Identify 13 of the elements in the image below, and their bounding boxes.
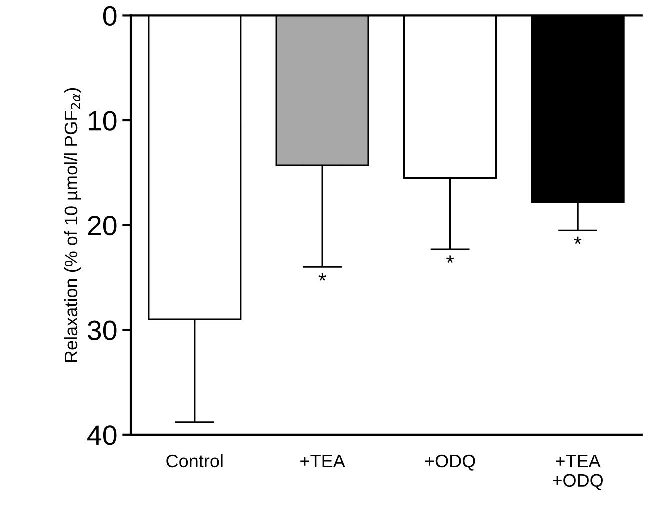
x-tick-label: Control bbox=[166, 454, 223, 468]
annotation: * bbox=[446, 256, 454, 264]
y-tick-label: 10 bbox=[89, 111, 117, 131]
y-tick-label: 30 bbox=[88, 320, 117, 340]
y-axis-title: Relaxation (% of 10 µmol/l PGF$_{2α}$) bbox=[64, 88, 82, 362]
annotation: * bbox=[574, 236, 582, 244]
annotation: * bbox=[318, 274, 326, 281]
x-tick-label: +TEA +ODQ bbox=[553, 455, 604, 490]
y-tick-label: 40 bbox=[88, 426, 117, 446]
y-tick-label: 20 bbox=[88, 216, 117, 236]
x-tick-label: +ODQ bbox=[425, 454, 476, 471]
x-tick-label: +TEA bbox=[300, 455, 346, 468]
y-tick-label: 0 bbox=[103, 6, 117, 26]
